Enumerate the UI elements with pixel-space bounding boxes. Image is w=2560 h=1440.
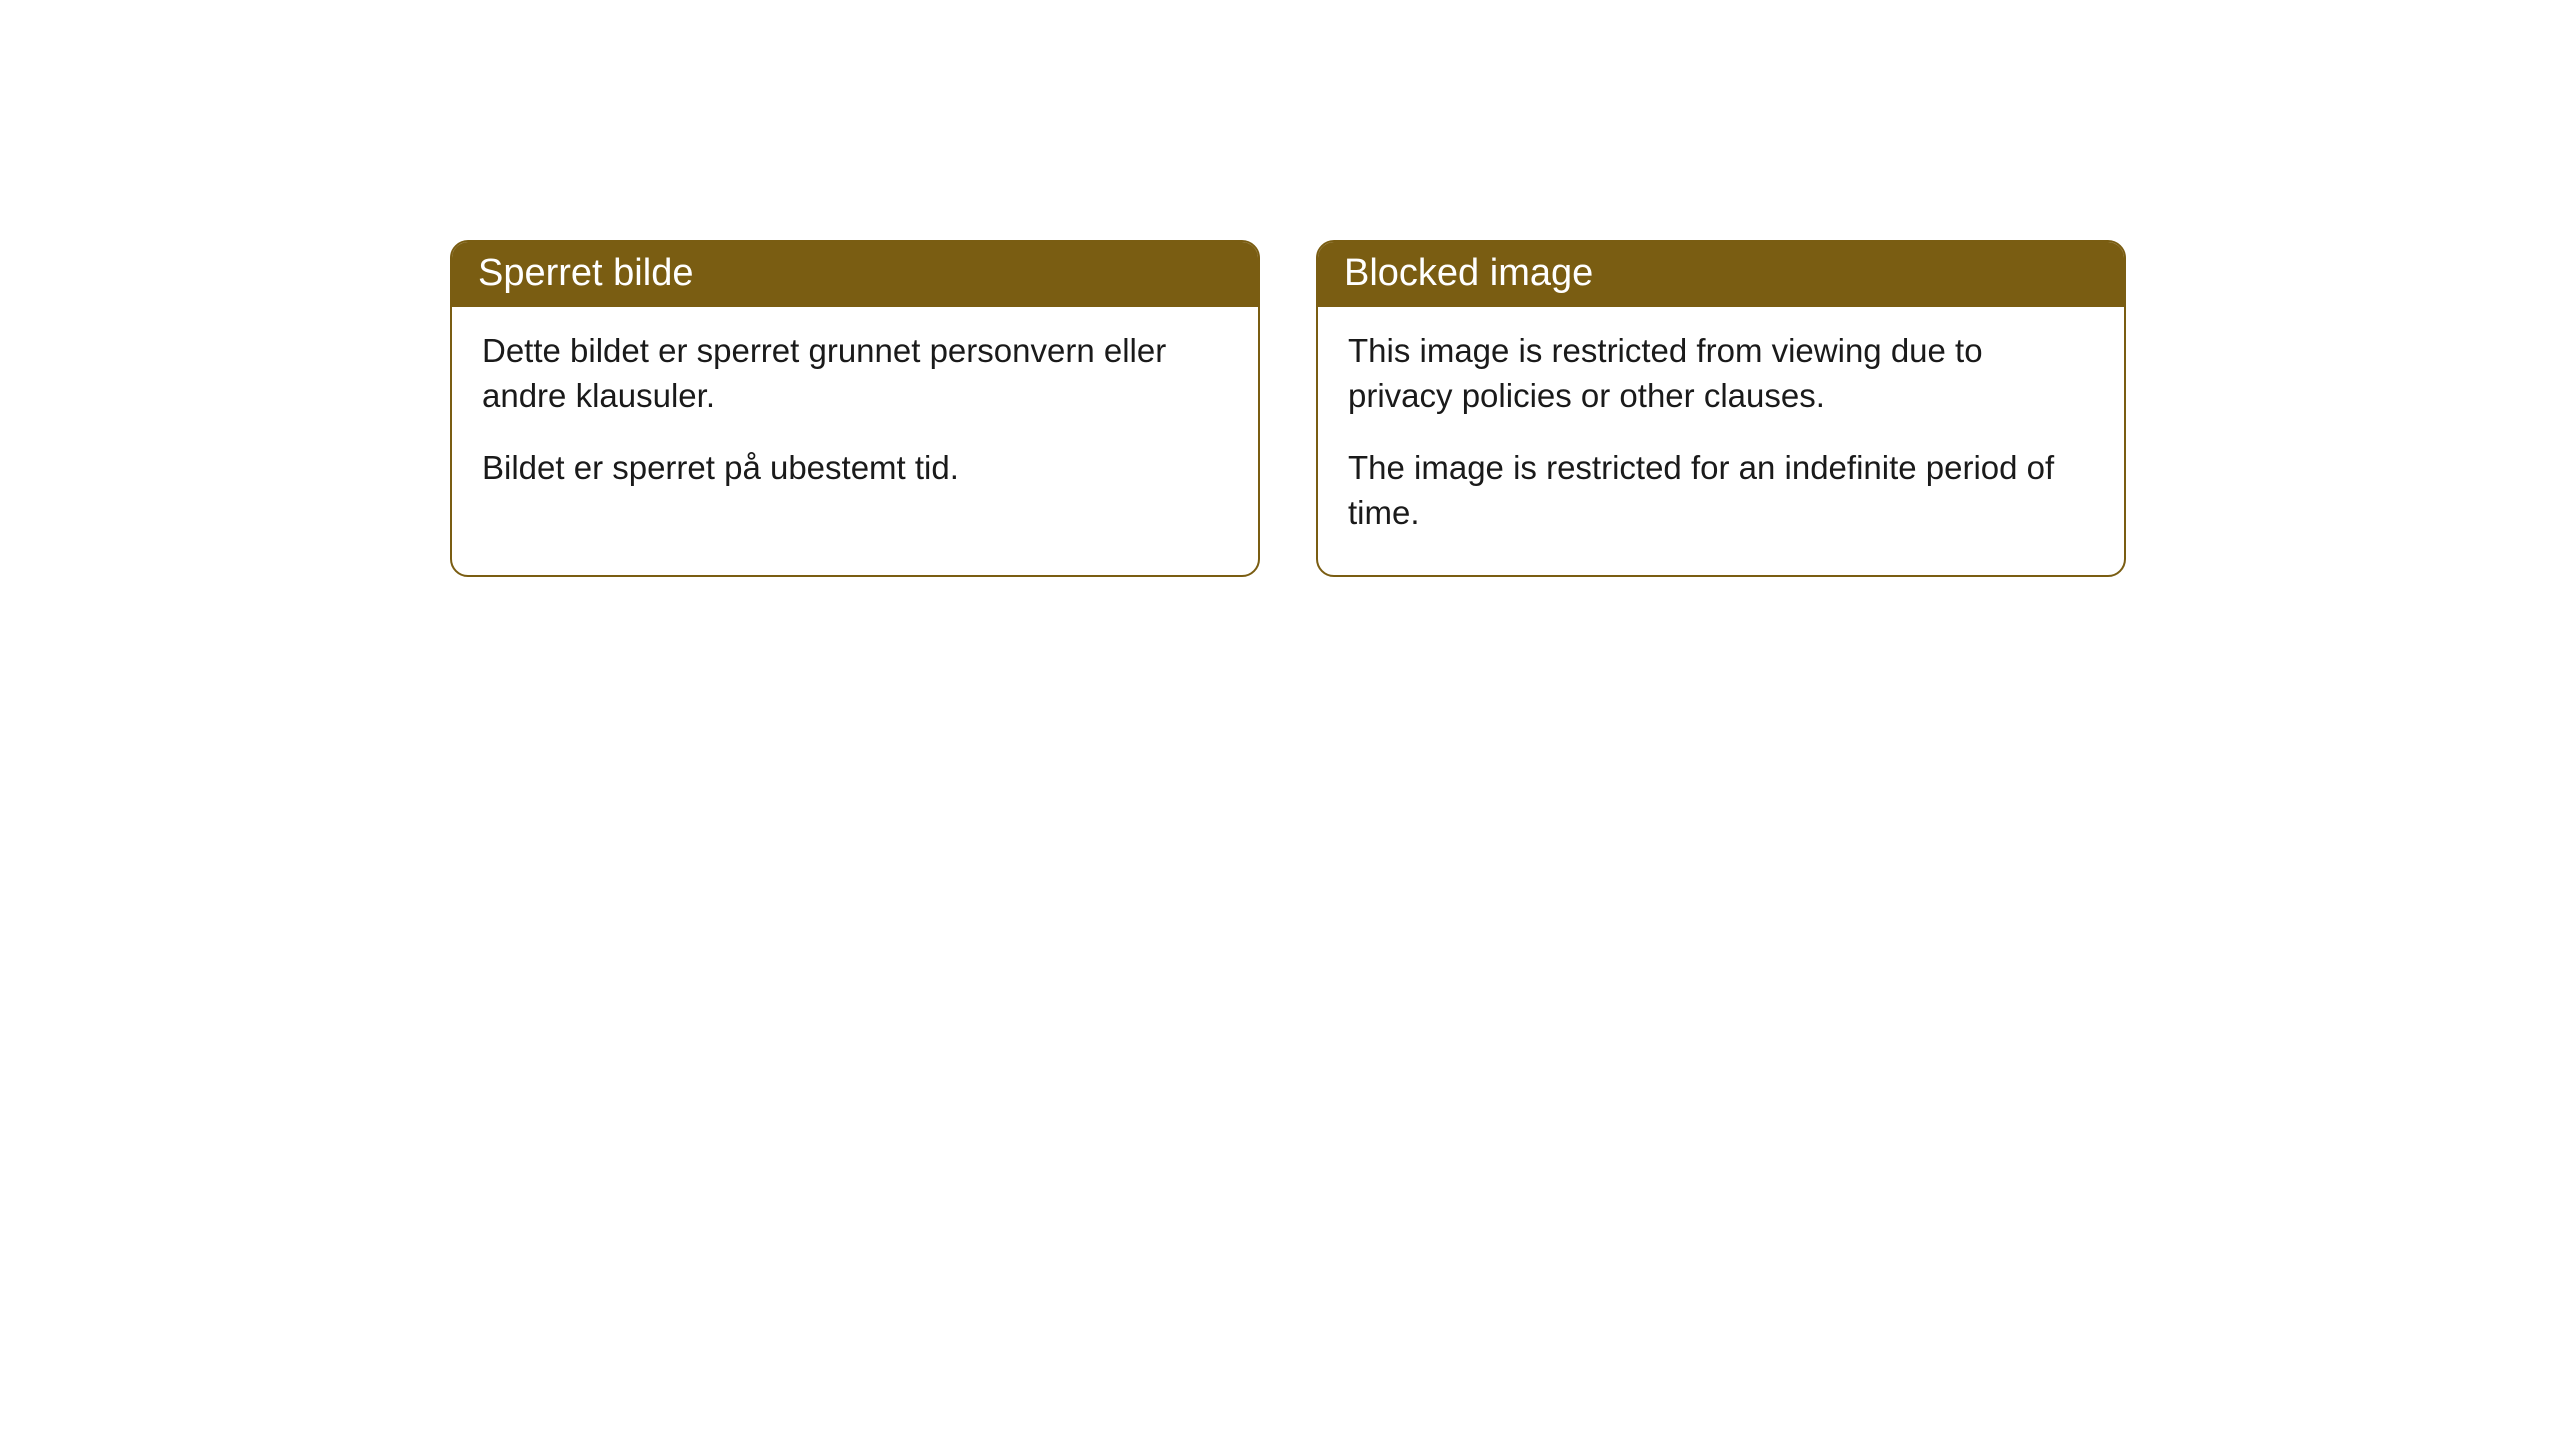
card-body: This image is restricted from viewing du… bbox=[1318, 307, 2124, 575]
notice-card-english: Blocked image This image is restricted f… bbox=[1316, 240, 2126, 577]
card-title: Blocked image bbox=[1344, 252, 1593, 294]
card-title: Sperret bilde bbox=[478, 252, 693, 294]
card-paragraph: Dette bildet er sperret grunnet personve… bbox=[482, 329, 1228, 418]
card-body: Dette bildet er sperret grunnet personve… bbox=[452, 307, 1258, 531]
card-paragraph: This image is restricted from viewing du… bbox=[1348, 329, 2094, 418]
card-header: Sperret bilde bbox=[452, 242, 1258, 307]
card-header: Blocked image bbox=[1318, 242, 2124, 307]
card-paragraph: Bildet er sperret på ubestemt tid. bbox=[482, 446, 1228, 491]
notice-card-norwegian: Sperret bilde Dette bildet er sperret gr… bbox=[450, 240, 1260, 577]
card-paragraph: The image is restricted for an indefinit… bbox=[1348, 446, 2094, 535]
notice-container: Sperret bilde Dette bildet er sperret gr… bbox=[0, 0, 2560, 577]
